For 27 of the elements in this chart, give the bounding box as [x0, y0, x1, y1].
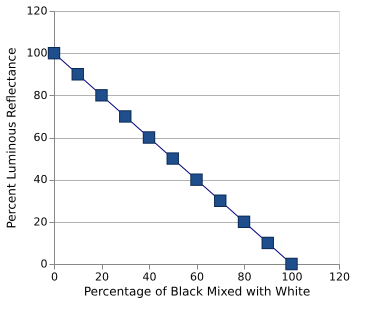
x-tick-label: 100: [282, 270, 302, 284]
point: [142, 131, 156, 144]
x-tick-label: 20: [95, 270, 109, 284]
y-tick-label: 80: [34, 88, 48, 102]
point: [190, 173, 203, 186]
point: [166, 152, 179, 165]
y-tick-label: 60: [34, 131, 48, 144]
x-tick-label: 40: [142, 270, 156, 284]
y-axis-title: Percent Luminous Reflectance: [4, 47, 19, 229]
y-tick-label: 20: [34, 215, 48, 228]
point: [238, 216, 250, 228]
x-tick-label: 120: [329, 270, 350, 284]
y-tick-label: 0: [40, 258, 48, 270]
point: [48, 46, 60, 60]
point: [95, 89, 108, 102]
point: [285, 258, 298, 270]
y-tick-label: 100: [26, 46, 48, 60]
x-tick-label: 0: [51, 270, 58, 284]
point: [262, 236, 274, 250]
x-tick-label: 80: [238, 270, 252, 284]
y-tick-label: 40: [34, 173, 48, 186]
y-tick-label: 120: [26, 4, 48, 18]
point: [72, 68, 84, 80]
point: [214, 194, 226, 207]
point: [119, 110, 132, 123]
x-tick-label: 60: [190, 270, 204, 284]
x-axis-title: Percentage of Black Mixed with White: [84, 284, 310, 298]
